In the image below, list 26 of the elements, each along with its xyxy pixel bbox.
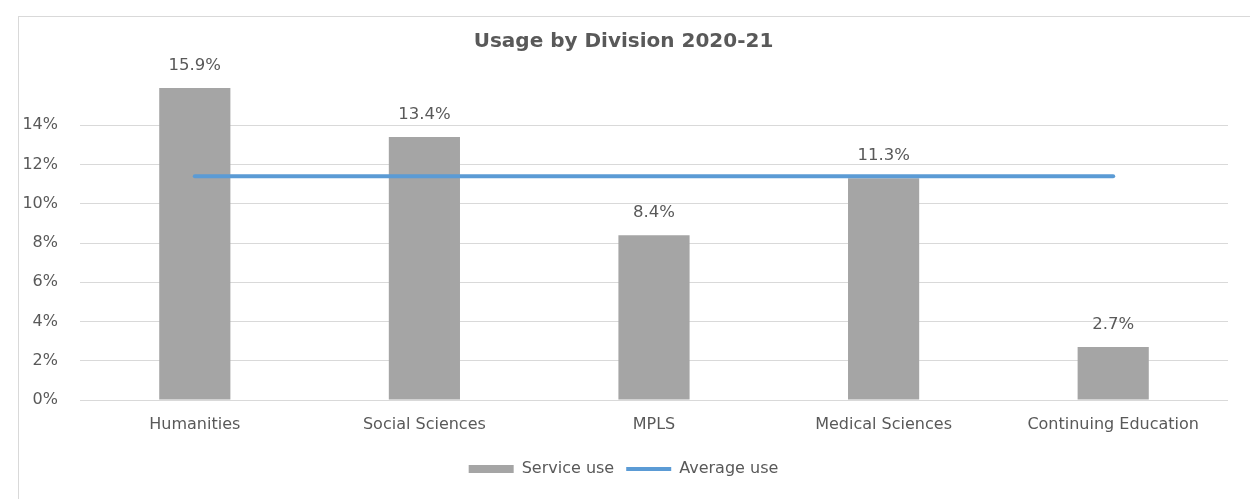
data-label: 8.4%: [633, 202, 675, 222]
y-tick-label: 6%: [32, 271, 58, 291]
legend-label: Average use: [679, 458, 779, 478]
y-tick-label: 14%: [22, 114, 58, 134]
x-tick-label: Continuing Education: [1027, 413, 1199, 433]
y-tick-label: 0%: [32, 389, 58, 409]
y-tick-label: 2%: [32, 349, 58, 369]
data-label: 13.4%: [398, 104, 451, 124]
bar: [159, 87, 231, 400]
data-label: 15.9%: [168, 54, 222, 74]
y-tick-label: 10%: [22, 192, 58, 212]
x-tick-label: MPLS: [632, 413, 676, 433]
y-tick-label: 8%: [32, 232, 58, 252]
bar: [388, 137, 460, 400]
chart-title: Usage by Division 2020-21: [473, 28, 774, 53]
bar: [618, 235, 690, 400]
data-label: 11.3%: [857, 145, 910, 165]
y-tick-label: 12%: [22, 153, 58, 173]
bar: [848, 178, 920, 400]
data-label: 2.7%: [1092, 314, 1135, 334]
x-tick-label: Humanities: [149, 413, 241, 433]
bar: [1077, 347, 1149, 400]
legend-label: Service use: [521, 458, 615, 478]
x-tick-label: Social Sciences: [362, 413, 486, 433]
y-tick-label: 4%: [32, 310, 58, 330]
x-tick-label: Medical Sciences: [815, 413, 952, 433]
